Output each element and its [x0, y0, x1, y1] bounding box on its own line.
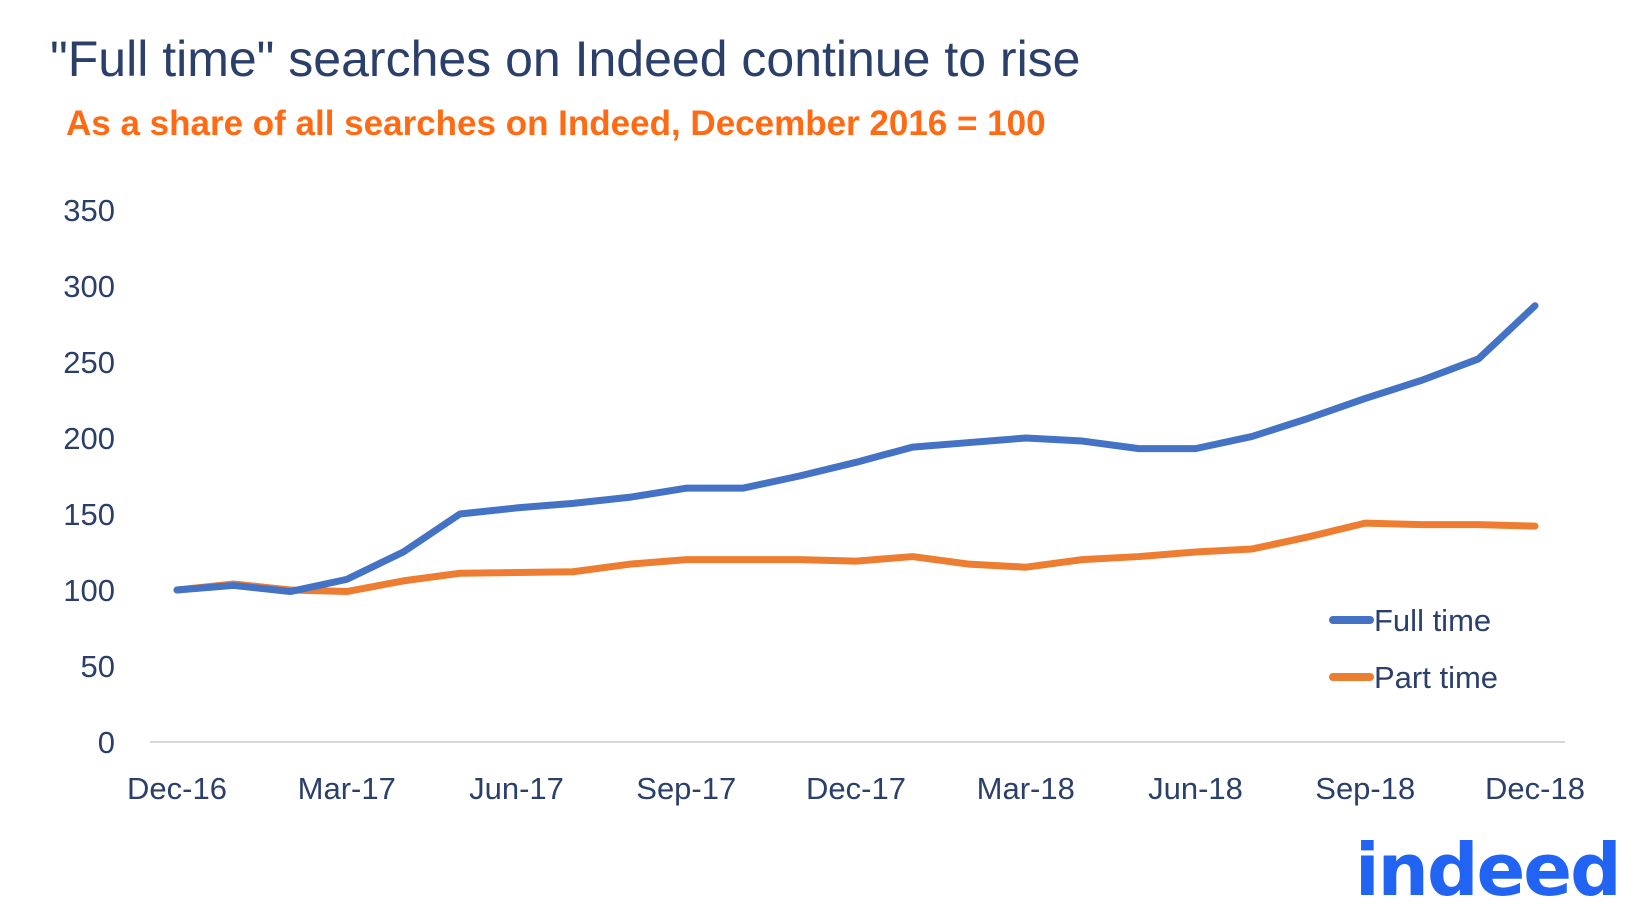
y-tick-label: 100	[63, 573, 115, 608]
logo-text: indeed	[1355, 828, 1620, 912]
x-tick-label: Sep-17	[636, 771, 736, 806]
x-tick-label: Jun-17	[469, 771, 564, 806]
series-line-part-time	[177, 523, 1535, 591]
x-tick-label: Mar-18	[977, 771, 1075, 806]
y-tick-label: 200	[63, 421, 115, 456]
x-tick-label: Sep-18	[1315, 771, 1415, 806]
series-line-full-time	[177, 306, 1535, 592]
y-tick-label: 0	[98, 725, 115, 760]
x-tick-label: Dec-18	[1485, 771, 1585, 806]
legend-label: Full time	[1374, 603, 1491, 638]
indeed-logo: indeed	[1355, 828, 1620, 912]
y-tick-label: 350	[63, 193, 115, 228]
x-tick-label: Dec-17	[806, 771, 906, 806]
y-tick-label: 150	[63, 497, 115, 532]
y-tick-label: 50	[81, 649, 115, 684]
legend-label: Part time	[1374, 660, 1498, 695]
x-tick-label: Jun-18	[1148, 771, 1243, 806]
y-tick-label: 250	[63, 345, 115, 380]
y-tick-label: 300	[63, 269, 115, 304]
x-tick-label: Dec-16	[127, 771, 227, 806]
x-tick-label: Mar-17	[298, 771, 396, 806]
